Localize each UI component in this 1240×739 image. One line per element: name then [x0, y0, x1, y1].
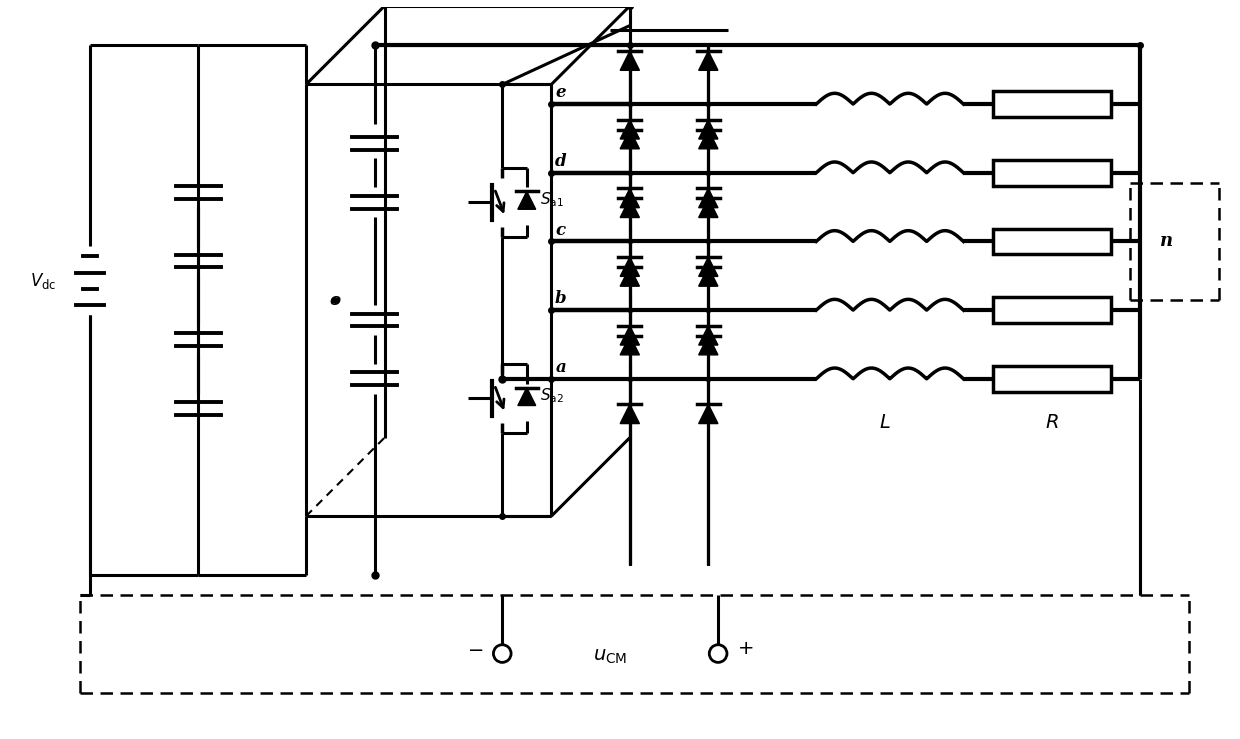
Polygon shape: [620, 129, 640, 149]
Text: o: o: [330, 292, 341, 309]
Polygon shape: [698, 336, 718, 355]
Text: e: e: [556, 84, 565, 101]
Bar: [993, 366, 1111, 392]
Bar: [993, 228, 1111, 254]
Polygon shape: [620, 404, 640, 423]
Text: $u_{\rm CM}$: $u_{\rm CM}$: [593, 647, 627, 666]
Polygon shape: [698, 198, 718, 217]
Polygon shape: [698, 51, 718, 70]
Text: c: c: [556, 222, 565, 239]
Text: $S_{\rm a2}$: $S_{\rm a2}$: [539, 386, 563, 405]
Polygon shape: [698, 257, 718, 276]
Polygon shape: [518, 191, 536, 209]
Polygon shape: [620, 51, 640, 70]
Text: $S_{\rm a1}$: $S_{\rm a1}$: [539, 190, 563, 208]
Polygon shape: [698, 326, 718, 345]
Bar: [993, 92, 1111, 117]
Polygon shape: [620, 336, 640, 355]
Text: a: a: [556, 359, 565, 376]
Text: n: n: [1159, 233, 1173, 251]
Polygon shape: [620, 120, 640, 139]
Polygon shape: [698, 129, 718, 149]
Polygon shape: [620, 198, 640, 217]
Polygon shape: [620, 326, 640, 345]
Polygon shape: [698, 188, 718, 208]
Polygon shape: [698, 404, 718, 423]
Polygon shape: [698, 120, 718, 139]
Text: b: b: [554, 290, 565, 307]
Text: $R$: $R$: [1045, 414, 1059, 432]
Polygon shape: [518, 388, 536, 406]
Bar: [993, 160, 1111, 185]
Polygon shape: [698, 267, 718, 286]
Text: $L$: $L$: [879, 414, 890, 432]
Bar: [993, 297, 1111, 323]
Text: $V_{\rm dc}$: $V_{\rm dc}$: [30, 270, 56, 290]
Text: $-$: $-$: [466, 639, 482, 658]
Text: $+$: $+$: [738, 639, 754, 658]
Text: d: d: [554, 153, 565, 170]
Polygon shape: [620, 188, 640, 208]
Polygon shape: [620, 267, 640, 286]
Polygon shape: [620, 257, 640, 276]
